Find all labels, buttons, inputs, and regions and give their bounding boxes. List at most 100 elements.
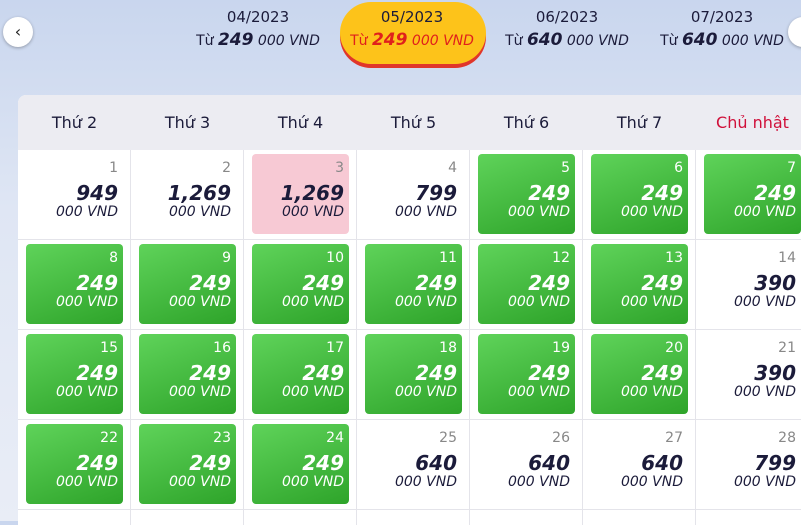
month-price: Từ 249 000 VND bbox=[183, 30, 333, 50]
price-unit: 000 VND bbox=[721, 33, 784, 49]
day-cell[interactable]: 22 249 000 VND bbox=[26, 424, 123, 504]
weekday-label: Thứ 3 bbox=[164, 113, 211, 132]
day-cell[interactable]: 10 249 000 VND bbox=[252, 244, 349, 324]
day-cell[interactable]: 20 249 000 VND bbox=[591, 334, 688, 414]
day-price: 640 bbox=[641, 451, 683, 475]
month-label: 04/2023 bbox=[226, 8, 290, 26]
next-month-button[interactable] bbox=[788, 17, 801, 47]
day-number: 15 bbox=[100, 340, 118, 356]
day-price: 249 bbox=[76, 361, 118, 385]
row-divider bbox=[18, 419, 801, 420]
day-cell[interactable]: 24 249 000 VND bbox=[252, 424, 349, 504]
day-cell[interactable]: 19 249 000 VND bbox=[478, 334, 575, 414]
day-unit: 000 VND bbox=[507, 294, 570, 310]
day-unit: 000 VND bbox=[507, 384, 570, 400]
month-label: 05/2023 bbox=[380, 8, 444, 26]
row-divider bbox=[18, 239, 801, 240]
day-price: 249 bbox=[76, 451, 118, 475]
day-number: 5 bbox=[561, 160, 570, 176]
day-price: 249 bbox=[415, 361, 457, 385]
day-cell[interactable]: 5 249 000 VND bbox=[478, 154, 575, 234]
price-prefix: Từ bbox=[196, 33, 214, 49]
day-cell[interactable]: 1 949 000 VND bbox=[26, 154, 123, 234]
cell-divider bbox=[582, 150, 583, 525]
day-price: 949 bbox=[76, 181, 118, 205]
day-cell[interactable]: 7 249 000 VND bbox=[704, 154, 801, 234]
day-price: 249 bbox=[528, 271, 570, 295]
month-price: Từ 249 000 VND bbox=[337, 30, 487, 50]
day-number: 6 bbox=[674, 160, 683, 176]
day-cell[interactable]: 11 249 000 VND bbox=[365, 244, 462, 324]
day-number: 1 bbox=[109, 160, 118, 176]
day-cell[interactable]: 26 640 000 VND bbox=[478, 424, 575, 504]
price-prefix: Từ bbox=[505, 33, 523, 49]
month-option[interactable]: 05/2023 Từ 249 000 VND bbox=[337, 8, 487, 50]
cell-divider bbox=[469, 150, 470, 525]
day-number: 8 bbox=[109, 250, 118, 266]
price-prefix: Từ bbox=[660, 33, 678, 49]
day-price: 249 bbox=[641, 181, 683, 205]
price-value: 249 bbox=[217, 30, 254, 50]
day-cell[interactable]: 15 249 000 VND bbox=[26, 334, 123, 414]
day-cell[interactable]: 28 799 000 VND bbox=[704, 424, 801, 504]
day-unit: 000 VND bbox=[281, 384, 344, 400]
day-price: 249 bbox=[641, 361, 683, 385]
day-number: 12 bbox=[552, 250, 570, 266]
day-unit: 000 VND bbox=[281, 474, 344, 490]
day-price: 1,269 bbox=[167, 181, 231, 205]
day-cell[interactable]: 25 640 000 VND bbox=[365, 424, 462, 504]
day-price: 1,269 bbox=[280, 181, 344, 205]
row-divider bbox=[18, 329, 801, 330]
weekday-label: Thứ 7 bbox=[616, 113, 663, 132]
price-unit: 000 VND bbox=[257, 33, 320, 49]
day-cell[interactable]: 12 249 000 VND bbox=[478, 244, 575, 324]
weekday-label: Thứ 2 bbox=[51, 113, 98, 132]
month-option[interactable]: 06/2023 Từ 640 000 VND bbox=[492, 8, 642, 50]
day-cell[interactable]: 17 249 000 VND bbox=[252, 334, 349, 414]
prev-month-button[interactable]: ‹ bbox=[3, 17, 33, 47]
day-unit: 000 VND bbox=[620, 384, 683, 400]
day-unit: 000 VND bbox=[507, 204, 570, 220]
day-cell[interactable]: 6 249 000 VND bbox=[591, 154, 688, 234]
day-number: 23 bbox=[213, 430, 231, 446]
calendar: Thứ 2 Thứ 3 Thứ 4 Thứ 5 Thứ 6 Thứ 7 Chủ nhật 1… bbox=[18, 95, 801, 525]
cell-divider bbox=[356, 150, 357, 525]
day-number: 17 bbox=[326, 340, 344, 356]
day-number: 11 bbox=[439, 250, 457, 266]
month-option[interactable]: 07/2023 Từ 640 000 VND bbox=[647, 8, 797, 50]
day-cell[interactable]: 21 390 000 VND bbox=[704, 334, 801, 414]
day-cell[interactable]: 18 249 000 VND bbox=[365, 334, 462, 414]
cell-divider bbox=[695, 150, 696, 525]
price-value: 249 bbox=[371, 30, 408, 50]
day-price: 249 bbox=[189, 361, 231, 385]
day-unit: 000 VND bbox=[168, 384, 231, 400]
day-price: 249 bbox=[302, 451, 344, 475]
day-cell[interactable]: 2 1,269 000 VND bbox=[139, 154, 236, 234]
day-price: 249 bbox=[415, 271, 457, 295]
day-cell[interactable]: 16 249 000 VND bbox=[139, 334, 236, 414]
day-cell[interactable]: 13 249 000 VND bbox=[591, 244, 688, 324]
day-unit: 000 VND bbox=[620, 204, 683, 220]
day-cell[interactable]: 27 640 000 VND bbox=[591, 424, 688, 504]
day-number: 2 bbox=[222, 160, 231, 176]
day-unit: 000 VND bbox=[55, 294, 118, 310]
day-cell[interactable]: 4 799 000 VND bbox=[365, 154, 462, 234]
day-number: 27 bbox=[665, 430, 683, 446]
cell-divider bbox=[243, 150, 244, 525]
day-number: 18 bbox=[439, 340, 457, 356]
month-option[interactable]: 04/2023 Từ 249 000 VND bbox=[183, 8, 333, 50]
price-prefix: Từ bbox=[350, 33, 368, 49]
month-price: Từ 640 000 VND bbox=[647, 30, 797, 50]
day-cell[interactable]: 14 390 000 VND bbox=[704, 244, 801, 324]
day-cell[interactable]: 23 249 000 VND bbox=[139, 424, 236, 504]
day-cell[interactable]: 9 249 000 VND bbox=[139, 244, 236, 324]
weekday-header: Thứ 2 Thứ 3 Thứ 4 Thứ 5 Thứ 6 Thứ 7 Chủ nhật bbox=[18, 95, 801, 150]
day-cell[interactable]: 8 249 000 VND bbox=[26, 244, 123, 324]
day-price: 249 bbox=[641, 271, 683, 295]
day-cell[interactable]: 3 1,269 000 VND bbox=[252, 154, 349, 234]
day-unit: 000 VND bbox=[281, 294, 344, 310]
day-unit: 000 VND bbox=[394, 384, 457, 400]
day-price: 249 bbox=[76, 271, 118, 295]
day-unit: 000 VND bbox=[55, 474, 118, 490]
weekday-label: Chủ nhật bbox=[716, 113, 789, 132]
